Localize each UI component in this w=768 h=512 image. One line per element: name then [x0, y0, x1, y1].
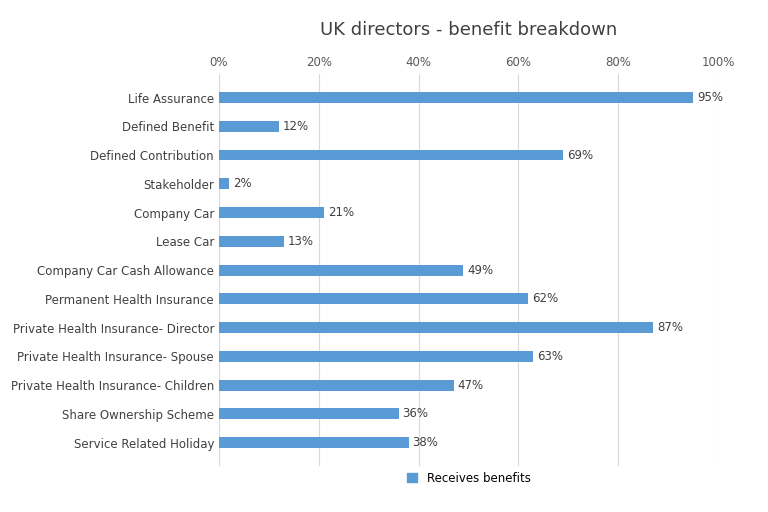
Bar [219, 265, 464, 275]
Text: 95%: 95% [697, 91, 723, 104]
Title: UK directors - benefit breakdown: UK directors - benefit breakdown [319, 22, 617, 39]
Text: 21%: 21% [328, 206, 354, 219]
Bar [219, 351, 533, 362]
Bar [219, 322, 653, 333]
Bar [219, 380, 453, 391]
Bar [219, 121, 279, 132]
Bar [219, 92, 694, 103]
Bar [219, 207, 324, 218]
Text: 12%: 12% [283, 120, 309, 133]
Bar [219, 409, 399, 419]
Text: 47%: 47% [458, 379, 484, 392]
Text: 13%: 13% [288, 235, 314, 248]
Bar [219, 236, 284, 247]
Text: 38%: 38% [412, 436, 439, 449]
Text: 69%: 69% [568, 148, 594, 161]
Bar [219, 178, 229, 189]
Bar [219, 437, 409, 448]
Bar [219, 293, 528, 304]
Text: 87%: 87% [657, 321, 684, 334]
Text: 2%: 2% [233, 177, 251, 190]
Bar [219, 150, 563, 160]
Text: 36%: 36% [402, 408, 429, 420]
Text: 49%: 49% [468, 264, 494, 276]
Text: 62%: 62% [532, 292, 558, 305]
Text: 63%: 63% [538, 350, 564, 363]
Legend: Receives benefits: Receives benefits [402, 467, 535, 489]
